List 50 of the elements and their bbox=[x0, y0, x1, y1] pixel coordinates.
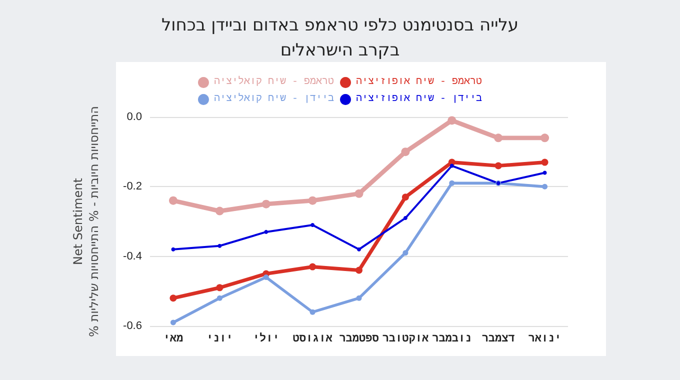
y-tick-label: -0.4 bbox=[123, 250, 142, 262]
point bbox=[354, 189, 364, 198]
point bbox=[218, 244, 222, 248]
y-tick-label: -0.6 bbox=[123, 320, 142, 332]
point bbox=[262, 200, 270, 208]
point bbox=[216, 295, 222, 301]
point bbox=[310, 222, 315, 227]
legend-label: ביידן - שיח אופוזיציה bbox=[356, 94, 482, 105]
x-tick-label: אוגוסט bbox=[292, 334, 333, 346]
point bbox=[216, 284, 224, 292]
x-tick-label: יולי bbox=[252, 332, 280, 346]
point bbox=[309, 263, 316, 270]
point bbox=[450, 164, 454, 168]
legend-label: טראמפ - שיח קואליציה bbox=[214, 75, 334, 88]
point bbox=[401, 148, 410, 156]
point bbox=[264, 230, 268, 234]
point bbox=[215, 206, 224, 216]
point bbox=[494, 134, 503, 142]
x-tick-label: אוקטובר bbox=[382, 334, 429, 346]
point bbox=[263, 274, 269, 280]
x-tick-label: נובמבר bbox=[432, 334, 472, 346]
x-tick-label: ינואר bbox=[528, 334, 562, 346]
point bbox=[448, 116, 456, 125]
point bbox=[542, 184, 548, 190]
legend-label: ביידן - שיח קואליציה bbox=[214, 92, 334, 105]
point bbox=[310, 309, 316, 315]
point bbox=[449, 180, 455, 186]
y-tick-label: 0.0 bbox=[126, 111, 142, 123]
point bbox=[403, 216, 408, 220]
x-tick-label: יוני bbox=[206, 334, 233, 346]
point bbox=[170, 294, 177, 302]
point bbox=[542, 170, 547, 175]
point bbox=[540, 134, 550, 142]
point bbox=[170, 320, 176, 326]
point bbox=[541, 158, 548, 166]
chart-title: עלייה בסנטימנט כלפי טראמפ באדום וביידן בכחול בקרב הישראלים bbox=[161, 16, 519, 60]
x-tick-label: ספטמבר bbox=[339, 334, 380, 346]
point bbox=[171, 247, 176, 252]
point bbox=[308, 196, 317, 205]
x-tick-label: מאי bbox=[163, 334, 184, 346]
point bbox=[356, 295, 362, 301]
y-tick-label: -0.2 bbox=[123, 180, 142, 193]
point bbox=[402, 250, 408, 256]
x-tick-label: דצמבר bbox=[482, 334, 516, 346]
point bbox=[356, 266, 362, 274]
legend-label: טראמפ - שיח אופוזיציה bbox=[356, 77, 482, 88]
point bbox=[402, 194, 409, 201]
point bbox=[494, 162, 502, 170]
point bbox=[357, 247, 361, 252]
point bbox=[168, 196, 178, 205]
